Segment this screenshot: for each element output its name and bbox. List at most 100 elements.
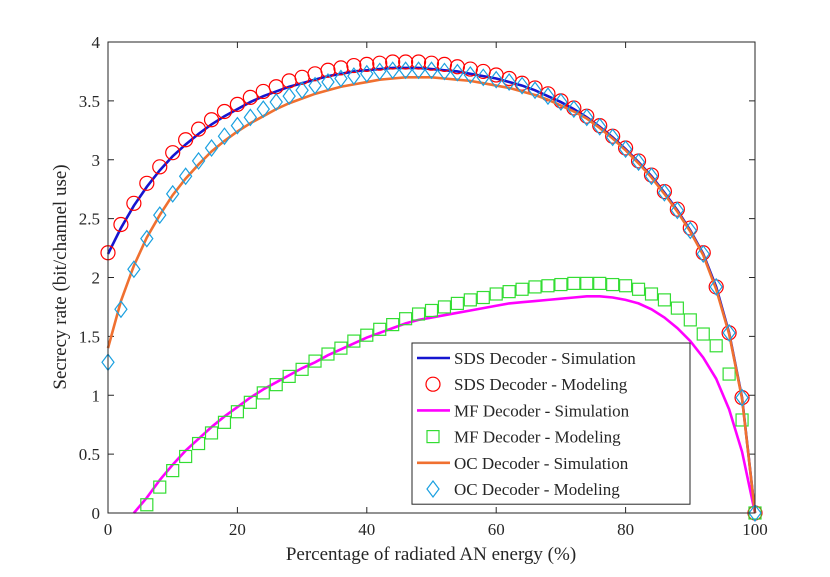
square-marker [709,339,723,353]
circle-marker [216,103,233,120]
circle-marker [359,56,375,72]
y-tick-label: 3 [92,151,101,170]
legend: SDS Decoder - Simulation SDS Decoder - Mo… [411,342,691,505]
diamond-marker [127,260,141,279]
circle-marker [178,132,194,148]
diamond-marker [567,100,581,119]
legend-label: MF Decoder - Modeling [454,428,621,447]
diamond-marker [372,62,387,81]
diamond-marker [722,323,736,342]
square-marker [166,464,180,478]
legend-label: SDS Decoder - Modeling [454,375,628,394]
square-marker [399,312,413,326]
circle-marker [139,175,155,191]
circle-marker [190,121,207,137]
x-axis-label: Percentage of radiated AN energy (%) [286,544,576,565]
square-marker [657,293,672,307]
diamond-marker [476,68,491,87]
diamond-marker [165,184,180,203]
square-marker [179,449,193,464]
y-tick-label: 1.5 [79,327,100,346]
y-tick-label: 3.5 [79,92,100,111]
legend-label: MF Decoder - Simulation [454,401,630,420]
x-tick-label: 40 [358,520,375,539]
diamond-marker [385,61,400,80]
square-marker [308,354,322,368]
square-marker [386,318,400,332]
circle-marker [398,54,414,70]
diamond-marker [748,504,762,522]
square-marker [618,279,633,293]
diamond-marker [256,100,271,119]
circle-marker [126,195,142,211]
circle-marker [385,54,401,70]
diamond-marker [114,300,128,319]
legend-label: OC Decoder - Simulation [454,454,629,473]
y-axis-label: Secrecy rate (bit/channel use) [50,164,71,389]
legend-swatch [426,480,440,498]
square-marker [670,301,684,315]
square-marker [476,290,490,305]
diamond-marker [670,201,685,220]
y-tick-label: 1 [92,386,101,405]
circle-marker [152,159,168,175]
square-marker [269,378,283,392]
y-tick-label: 2.5 [79,210,100,229]
legend-swatch [426,430,440,444]
circle-marker [242,89,258,105]
square-marker [230,405,244,419]
square-marker [217,415,232,429]
circle-marker [229,96,245,113]
square-marker [424,303,439,318]
diamond-marker [709,277,723,296]
square-marker [411,307,426,321]
diamond-marker [463,65,478,84]
diamond-marker [450,63,465,82]
legend-swatch [425,376,441,392]
diamond-marker [191,151,206,170]
square-marker [515,282,529,296]
x-tick-label: 20 [229,520,246,539]
diamond-marker [153,206,167,225]
square-marker [204,426,219,440]
diamond-marker [489,70,503,89]
square-marker [580,276,594,290]
circle-marker [333,60,349,76]
diamond-marker [696,244,710,263]
circle-marker [449,59,465,75]
legend-label: OC Decoder - Modeling [454,480,620,499]
diamond-marker [515,76,529,95]
circle-marker [113,216,129,233]
square-marker [321,347,335,361]
diamond-marker [631,153,646,172]
square-marker [683,313,697,327]
square-marker [282,369,296,384]
circle-marker [372,55,388,71]
diamond-marker [618,140,633,159]
diamond-marker [321,73,335,92]
circle-marker [410,54,427,70]
diamond-marker [230,116,245,135]
x-tick-label: 0 [104,520,113,539]
square-marker [528,280,542,294]
circle-marker [203,112,220,128]
square-marker [644,287,659,301]
square-marker [502,285,516,299]
diamond-marker [644,167,659,186]
diamond-marker [657,183,672,202]
diamond-marker [360,64,374,83]
square-marker [437,300,452,314]
diamond-marker [735,388,749,407]
diamond-marker [528,81,542,100]
diamond-marker [334,69,348,88]
square-marker [606,277,620,292]
square-marker [243,395,257,409]
diamond-marker [243,108,258,127]
legend-box [411,342,691,505]
diamond-marker [580,108,594,127]
circle-marker [165,145,181,161]
y-tick-label: 2 [92,269,101,288]
x-tick-label: 100 [742,520,768,539]
diamond-marker [411,61,426,80]
